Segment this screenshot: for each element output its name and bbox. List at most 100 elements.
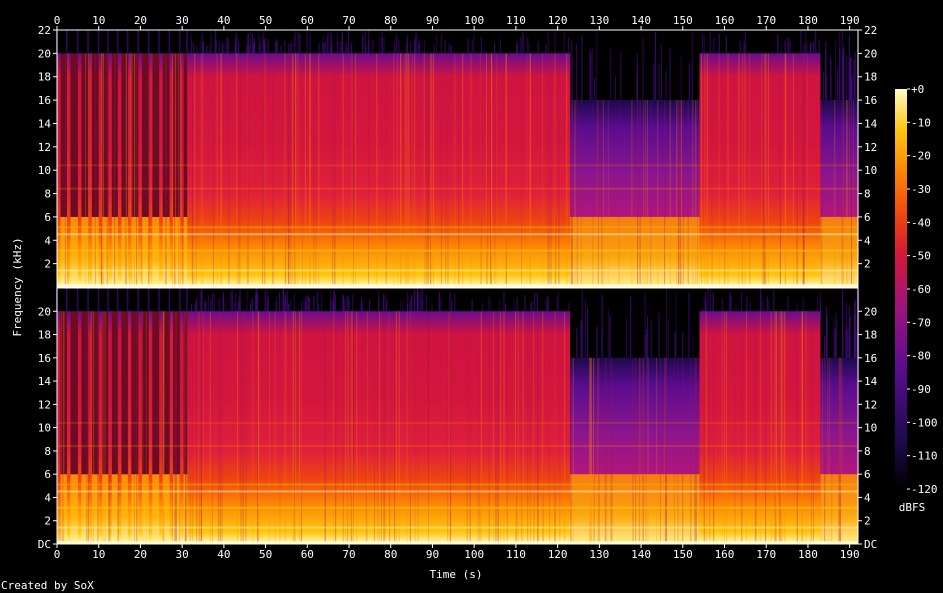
haze-line [417,293,419,317]
texture-line [669,100,671,287]
texture-line [178,311,180,544]
haze-line [675,292,677,363]
texture-line [682,357,684,544]
texture-line [572,100,573,287]
haze-line [503,291,505,315]
haze-line [322,33,325,58]
texture-line [62,311,64,544]
haze-line [784,39,786,63]
texture-line [697,100,698,287]
x-tick-label-top: 30 [176,14,189,27]
texture-line [804,53,805,288]
x-tick-label-bottom: 140 [631,548,651,561]
harmonic-band [57,249,858,252]
texture-line [842,100,844,287]
x-tick-label-bottom: 70 [342,548,355,561]
texture-line [247,53,249,288]
x-tick-label-bottom: 130 [589,548,609,561]
percussive-hit [138,53,142,288]
percussive-hit [159,53,163,288]
haze-line [293,35,295,60]
haze-line [383,37,385,61]
texture-line [853,100,855,287]
texture-line [607,100,609,287]
haze-line [480,37,482,61]
texture-line [171,311,173,544]
percussive-hit [117,53,122,288]
haze-line [587,308,589,379]
haze-line [372,40,374,64]
texture-line [679,100,681,287]
haze-line [522,31,524,56]
haze-line [235,293,237,317]
texture-line [379,311,381,544]
x-tick-label-bottom: 50 [259,548,272,561]
texture-line [216,53,218,288]
texture-line [384,311,386,544]
haze-line [395,37,397,61]
x-tick-label-top: 90 [426,14,439,27]
texture-line [564,311,566,544]
x-tick-label-bottom: 80 [384,548,397,561]
haze-line [267,296,269,321]
texture-line [381,311,382,544]
x-axis-label: Time (s) [430,568,483,581]
texture-line [342,311,344,544]
haze-line [467,38,469,62]
x-tick-label-top: 50 [259,14,272,27]
y-tick-label-left: 12 [38,398,51,411]
percussive-hit [98,311,103,544]
texture-line [389,311,391,544]
x-tick-label-top: 40 [217,14,230,27]
haze-line [488,296,490,320]
haze-line [362,33,364,57]
segment-dense [428,53,571,288]
texture-line [191,311,193,544]
y-tick-label-left: DC [38,538,51,551]
texture-line [632,357,634,544]
texture-line [365,311,367,544]
haze-line [406,35,408,59]
haze-line [449,291,451,315]
texture-line [294,53,296,288]
percussive-tail [126,288,129,312]
haze-line [644,293,646,364]
texture-line [136,311,138,544]
haze-line [846,301,848,372]
haze-line [267,39,269,63]
texture-line [703,311,705,544]
percussive-tail [66,288,68,312]
texture-line [829,357,831,544]
harmonic-band [57,164,858,167]
texture-line [665,357,667,544]
texture-line [198,311,200,544]
texture-line [257,311,259,544]
haze-line [766,296,768,321]
texture-line [450,311,452,544]
haze-line [276,296,278,320]
y-tick-label-left: 18 [38,329,51,342]
haze-line [229,291,231,315]
haze-line [341,31,343,56]
texture-line [574,100,576,287]
haze-line [725,35,727,60]
haze-line [815,31,817,55]
texture-line [287,53,289,288]
colorbar-tick-label: -70 [911,316,931,329]
haze-line [234,39,237,63]
texture-line [85,53,87,288]
haze-line [418,41,420,65]
texture-line [678,100,679,287]
texture-line [506,53,507,288]
texture-line [297,53,299,288]
x-tick-label-top: 170 [756,14,776,27]
texture-line [274,311,276,544]
texture-line [479,311,481,544]
x-tick-label-top: 70 [342,14,355,27]
texture-line [738,53,740,288]
texture-line [185,311,186,544]
texture-line [783,311,785,544]
texture-line [164,53,166,288]
texture-line [238,53,240,288]
haze-line [800,31,802,55]
